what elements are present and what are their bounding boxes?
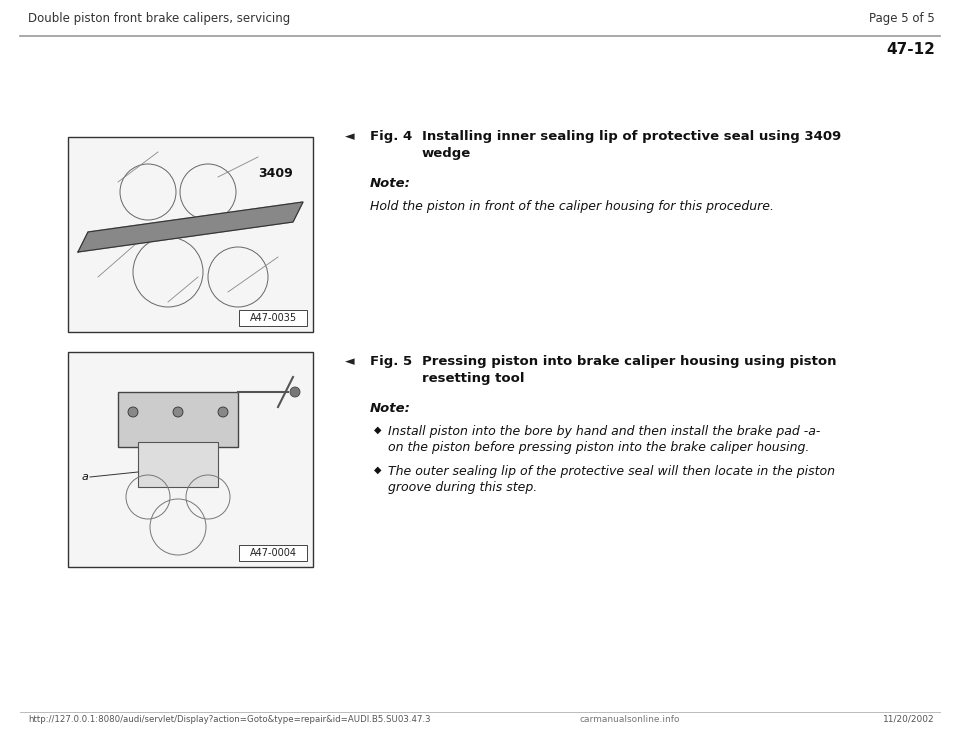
Text: a: a — [82, 472, 89, 482]
Text: http://127.0.0.1:8080/audi/servlet/Display?action=Goto&type=repair&id=AUDI.B5.SU: http://127.0.0.1:8080/audi/servlet/Displ… — [28, 715, 431, 724]
Bar — [239, 310, 307, 326]
Text: 11/20/2002: 11/20/2002 — [883, 715, 935, 724]
Bar — [118, 392, 238, 447]
Text: A47-0004: A47-0004 — [250, 548, 297, 558]
Circle shape — [128, 407, 138, 417]
Text: Double piston front brake calipers, servicing: Double piston front brake calipers, serv… — [28, 12, 290, 25]
Polygon shape — [78, 202, 303, 252]
Text: wedge: wedge — [422, 147, 471, 160]
Text: 3409: 3409 — [258, 167, 293, 180]
Text: Note:: Note: — [370, 177, 411, 190]
Text: The outer sealing lip of the protective seal will then locate in the piston: The outer sealing lip of the protective … — [388, 465, 835, 478]
Text: Hold the piston in front of the caliper housing for this procedure.: Hold the piston in front of the caliper … — [370, 200, 774, 213]
Bar — [138, 442, 218, 487]
Text: carmanualsonline.info: carmanualsonline.info — [580, 715, 681, 724]
Circle shape — [173, 407, 183, 417]
Circle shape — [290, 387, 300, 397]
Text: ◆: ◆ — [374, 465, 381, 475]
Text: ◆: ◆ — [374, 425, 381, 435]
Text: Note:: Note: — [370, 402, 411, 415]
Text: ◄: ◄ — [345, 355, 354, 369]
Bar — [68, 352, 313, 567]
Text: Installing inner sealing lip of protective seal using 3409: Installing inner sealing lip of protecti… — [422, 130, 841, 143]
Text: Pressing piston into brake caliper housing using piston: Pressing piston into brake caliper housi… — [422, 355, 836, 368]
Text: A47-0035: A47-0035 — [250, 313, 297, 323]
Text: groove during this step.: groove during this step. — [388, 481, 538, 494]
Text: Install piston into the bore by hand and then install the brake pad -a-: Install piston into the bore by hand and… — [388, 425, 821, 438]
Text: resetting tool: resetting tool — [422, 372, 524, 385]
Text: Fig. 5: Fig. 5 — [370, 355, 412, 368]
Text: ◄: ◄ — [345, 131, 354, 143]
Text: Page 5 of 5: Page 5 of 5 — [869, 12, 935, 25]
Bar — [68, 137, 313, 332]
Text: Fig. 4: Fig. 4 — [370, 130, 412, 143]
Bar — [239, 545, 307, 561]
Circle shape — [218, 407, 228, 417]
Text: on the piston before pressing piston into the brake caliper housing.: on the piston before pressing piston int… — [388, 441, 809, 454]
Text: 47-12: 47-12 — [886, 42, 935, 57]
